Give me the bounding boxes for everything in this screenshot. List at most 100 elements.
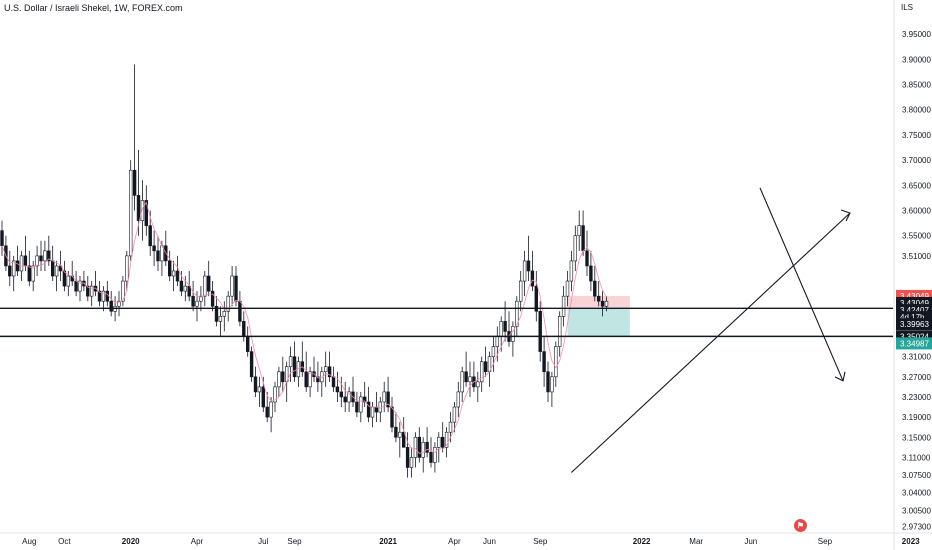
candle-body <box>600 300 605 307</box>
candle-body <box>249 351 254 378</box>
candle-body <box>331 376 336 388</box>
candle-body <box>168 260 172 277</box>
candle-body <box>409 457 414 468</box>
x-tick-label: 2021 <box>379 537 397 546</box>
candle-body <box>323 366 328 373</box>
candle-body <box>546 371 550 393</box>
candle-body <box>417 436 421 458</box>
candle-body <box>327 366 332 378</box>
candle-body <box>554 346 558 378</box>
candle-body <box>140 200 145 221</box>
candle-body <box>515 300 519 327</box>
candle-body <box>129 169 133 257</box>
candle-body <box>386 391 390 408</box>
tradingview-flag-icon[interactable]: ⚑ <box>794 519 807 532</box>
candle-body <box>596 295 601 302</box>
candle-body <box>503 321 507 332</box>
candle-body <box>538 310 542 352</box>
candle-body <box>203 275 207 297</box>
price-label-text: 3.43049 <box>900 299 929 308</box>
candle-body <box>218 316 223 322</box>
candle-body <box>569 260 574 282</box>
y-tick-label: 3.15000 <box>902 433 931 442</box>
candle-body <box>425 442 429 453</box>
x-tick-label: Jun <box>744 537 757 546</box>
candle-body <box>47 250 51 262</box>
candle-body <box>398 431 402 438</box>
candle-body <box>50 260 55 277</box>
candle-body <box>452 406 457 423</box>
x-tick-label: Mar <box>689 537 703 546</box>
support-lines <box>0 307 893 338</box>
candle-body <box>12 260 16 277</box>
y-tick-label: 3.85000 <box>902 81 931 90</box>
x-tick-label: 2022 <box>633 537 651 546</box>
candle-body <box>339 391 343 398</box>
candle-body <box>156 250 160 262</box>
candle-body <box>269 401 273 418</box>
time-axis[interactable]: Aug Oct 2020 Apr Jul Sep 2021 Apr Jun Sep 2022 Mar J… <box>0 532 932 546</box>
candle-body <box>54 265 59 277</box>
candle-body <box>86 285 90 297</box>
candle-body <box>577 225 581 237</box>
candle-body <box>199 295 203 302</box>
candle-body <box>97 290 102 302</box>
candle-body <box>121 280 125 302</box>
x-tick-label: 2020 <box>122 537 140 546</box>
price-label-text: 3.39963 <box>900 320 929 329</box>
candle-body <box>152 245 156 252</box>
candle-body <box>374 406 379 413</box>
candle-body <box>483 361 488 373</box>
candle-body <box>460 371 464 393</box>
y-tick-label: 3.00500 <box>902 506 931 515</box>
candle-body <box>207 275 211 292</box>
candle-body <box>444 431 449 448</box>
candle-body <box>105 290 110 302</box>
x-tick-label: Sep <box>287 537 302 546</box>
chart-title: U.S. Dollar / Israeli Shekel, 1W, FOREX.… <box>4 3 183 13</box>
candles <box>0 64 609 478</box>
candle-body <box>8 265 12 277</box>
x-tick-label: Jul <box>258 537 268 546</box>
candle-body <box>378 401 382 413</box>
candle-body <box>429 452 433 463</box>
candle-body <box>526 260 531 272</box>
candle-body <box>557 316 562 347</box>
candle-body <box>413 436 418 458</box>
candle-body <box>101 290 106 302</box>
x-tick-label: Apr <box>448 537 461 546</box>
candle-body <box>495 336 499 347</box>
currency-label: ILS <box>901 3 914 12</box>
candle-body <box>226 295 230 312</box>
y-tick-label: 3.07500 <box>902 471 931 480</box>
candle-body <box>491 346 496 357</box>
candle-body <box>281 371 285 383</box>
y-tick-label: 3.75000 <box>902 131 931 140</box>
candle-body <box>43 250 47 262</box>
candle-body <box>530 270 535 287</box>
candle-body <box>304 371 308 388</box>
y-tick-label: 3.04000 <box>902 489 931 498</box>
y-tick-label: 3.90000 <box>902 55 931 64</box>
candle-body <box>534 285 539 312</box>
candle-body <box>58 265 63 272</box>
y-tick-label: 3.51000 <box>902 252 931 261</box>
drawings <box>571 187 851 473</box>
candle-body <box>405 447 410 468</box>
y-tick-label: 3.27000 <box>902 373 931 382</box>
candle-body <box>74 280 78 292</box>
price-axis[interactable]: 3.95000 3.90000 3.85000 3.80000 3.75000 3.700… <box>893 0 932 550</box>
candle-body <box>31 265 35 282</box>
candle-body <box>148 225 152 247</box>
candle-body <box>19 255 24 272</box>
candle-body <box>593 280 597 297</box>
candle-body <box>476 381 480 388</box>
candle-body <box>234 275 238 302</box>
candle-body <box>355 401 359 413</box>
candle-body <box>390 406 394 428</box>
y-tick-label: 3.55000 <box>902 232 931 241</box>
x-tick-label: Apr <box>191 537 204 546</box>
candle-body <box>179 280 184 292</box>
y-tick-label: 3.23000 <box>902 393 931 402</box>
